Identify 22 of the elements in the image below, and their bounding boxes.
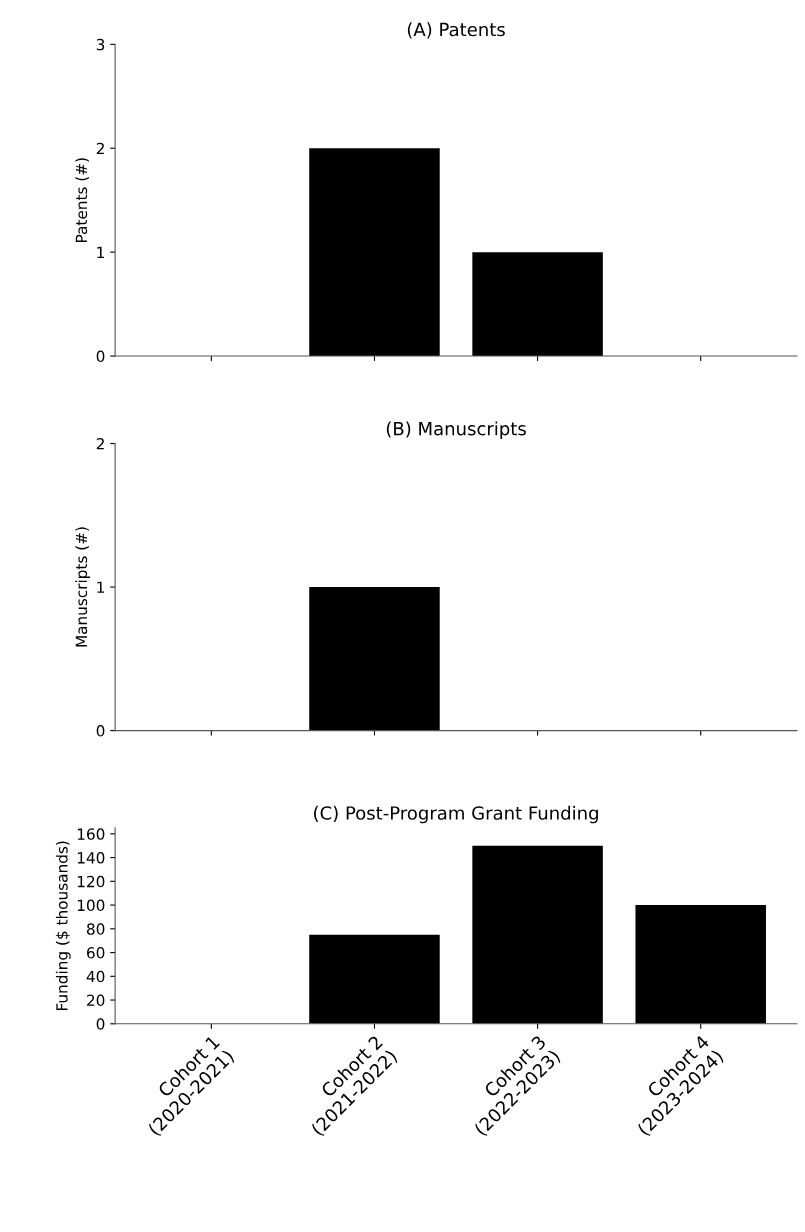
y-tick-label: 3 <box>96 38 105 51</box>
y-tick-label: 60 <box>87 947 105 959</box>
chart-title: (A) Patents <box>407 22 505 39</box>
y-tick-label: 2 <box>96 437 104 450</box>
y-tick-label: 40 <box>86 970 105 983</box>
y-axis-title: Funding ($ thousands) <box>55 841 71 1011</box>
y-axis-title: Patents (#) <box>75 158 89 242</box>
chart-title: (C) Post-Program Grant Funding <box>314 805 598 824</box>
y-tick-label: 160 <box>77 828 105 840</box>
y-axis-title: Manuscripts (#) <box>75 527 91 647</box>
y-tick-label: 1 <box>97 246 104 258</box>
y-tick-label: 1 <box>97 581 104 593</box>
y-tick-label: 120 <box>77 875 105 888</box>
y-tick-label: 0 <box>96 350 105 363</box>
y-tick-label: 0 <box>96 725 105 737</box>
y-tick-label: 140 <box>77 852 105 864</box>
y-tick-label: 100 <box>77 899 105 912</box>
y-tick-label: 20 <box>87 994 105 1007</box>
chart-title: (B) Manuscripts <box>386 421 526 439</box>
y-tick-label: 2 <box>96 142 104 155</box>
y-tick-label: 80 <box>86 923 105 935</box>
y-tick-label: 0 <box>96 1018 105 1030</box>
